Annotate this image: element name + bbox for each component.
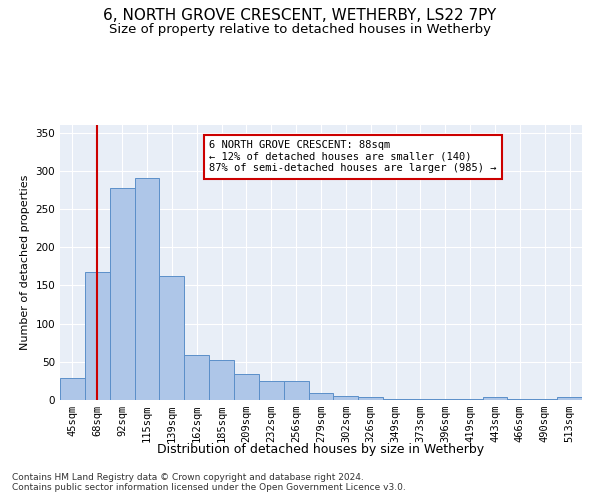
Bar xyxy=(308,393,334,400)
Bar xyxy=(284,381,308,400)
Bar xyxy=(160,276,184,400)
Y-axis label: Number of detached properties: Number of detached properties xyxy=(20,175,30,350)
Text: Contains public sector information licensed under the Open Government Licence v3: Contains public sector information licen… xyxy=(12,484,406,492)
Bar xyxy=(482,397,508,400)
Bar xyxy=(557,397,582,400)
Bar xyxy=(458,399,482,400)
Text: Size of property relative to detached houses in Wetherby: Size of property relative to detached ho… xyxy=(109,22,491,36)
Bar xyxy=(383,399,408,400)
Text: 6, NORTH GROVE CRESCENT, WETHERBY, LS22 7PY: 6, NORTH GROVE CRESCENT, WETHERBY, LS22 … xyxy=(103,8,497,22)
Bar xyxy=(532,399,557,400)
Text: Distribution of detached houses by size in Wetherby: Distribution of detached houses by size … xyxy=(157,442,485,456)
Bar xyxy=(234,374,259,400)
Bar xyxy=(85,272,110,400)
Bar xyxy=(334,396,358,400)
Bar xyxy=(259,381,284,400)
Bar xyxy=(209,360,234,400)
Text: Contains HM Land Registry data © Crown copyright and database right 2024.: Contains HM Land Registry data © Crown c… xyxy=(12,472,364,482)
Bar xyxy=(110,188,134,400)
Bar xyxy=(358,397,383,400)
Bar xyxy=(60,378,85,400)
Bar xyxy=(408,399,433,400)
Text: 6 NORTH GROVE CRESCENT: 88sqm
← 12% of detached houses are smaller (140)
87% of : 6 NORTH GROVE CRESCENT: 88sqm ← 12% of d… xyxy=(209,140,497,173)
Bar xyxy=(134,178,160,400)
Bar xyxy=(508,399,532,400)
Bar xyxy=(433,399,458,400)
Bar xyxy=(184,355,209,400)
